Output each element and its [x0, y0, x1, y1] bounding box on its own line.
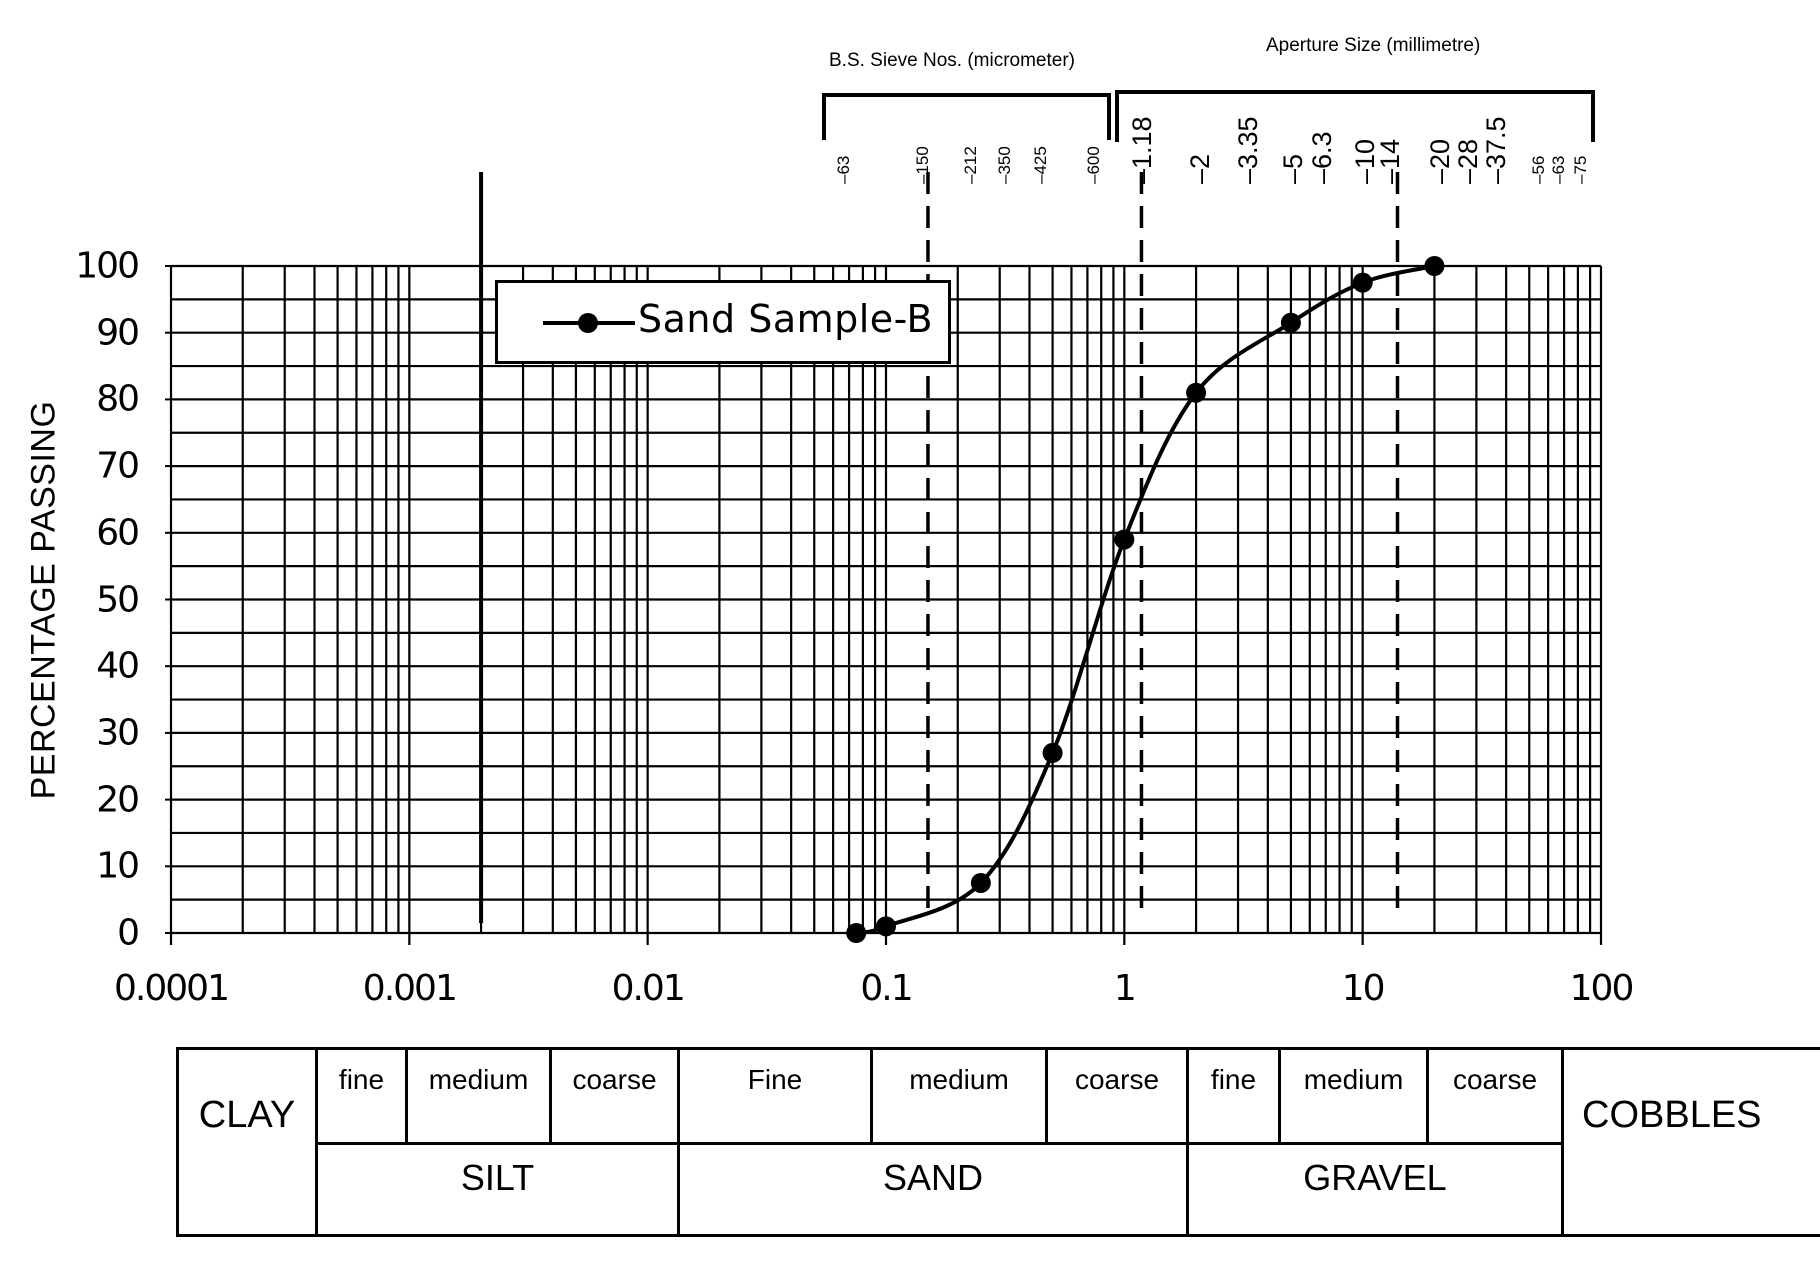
sieve-tick-label: –63 — [833, 155, 853, 184]
y-tick-label: 80 — [96, 378, 140, 420]
silt-medium-cell: medium — [405, 1047, 552, 1145]
soil-classification-table: CLAY fine medium coarse Fine medium coar… — [176, 1047, 1820, 1237]
plot-grid — [165, 172, 1603, 945]
x-tick-label: 100 — [1569, 968, 1635, 1009]
y-tick-label: 30 — [96, 712, 140, 754]
clay-cell: CLAY — [176, 1047, 318, 1237]
gravel-coarse-cell: coarse — [1426, 1047, 1564, 1145]
aperture-title: Aperture Size (millimetre) — [1266, 35, 1481, 56]
sieve-tick-label: –212 — [960, 146, 980, 184]
legend: Sand Sample-B — [495, 280, 951, 364]
aperture-tick-label: –1.18 — [1126, 116, 1157, 184]
y-tick-label: 100 — [75, 245, 140, 287]
aperture-tick-label: –2 — [1184, 153, 1215, 184]
aperture-tick-label: –3.35 — [1232, 116, 1263, 184]
sieve-brackets — [822, 90, 1595, 142]
y-tick-label: 60 — [96, 512, 140, 554]
silt-cell: SILT — [315, 1142, 680, 1237]
sieve-title: B.S. Sieve Nos. (micrometer) — [829, 50, 1075, 71]
gravel-cell: GRAVEL — [1186, 1142, 1564, 1237]
legend-marker-icon — [578, 313, 598, 333]
aperture-tick-label: –56 — [1528, 155, 1548, 184]
aperture-tick-label: –28 — [1452, 138, 1483, 184]
x-tick-label: 0.001 — [362, 968, 458, 1009]
sand-fine-cell: Fine — [677, 1047, 873, 1145]
aperture-tick-label: –20 — [1424, 138, 1455, 184]
y-tick-label: 50 — [96, 579, 140, 620]
x-tick-label: 0.1 — [860, 968, 913, 1009]
y-tick-label: 70 — [96, 445, 140, 487]
gravel-medium-cell: medium — [1278, 1047, 1429, 1145]
x-tick-label: 0.01 — [611, 968, 686, 1009]
aperture-tick-label: –5 — [1277, 153, 1308, 184]
aperture-tick-label: –14 — [1374, 138, 1405, 184]
sand-coarse-cell: coarse — [1045, 1047, 1189, 1145]
aperture-tick-label: –63 — [1548, 155, 1568, 184]
x-tick-label: 1 — [1113, 968, 1137, 1009]
silt-fine-cell: fine — [315, 1047, 408, 1145]
cobbles-cell: COBBLES — [1561, 1047, 1820, 1237]
sieve-tick-label: –600 — [1083, 146, 1103, 184]
aperture-tick-label: –37.5 — [1480, 116, 1511, 184]
y-tick-label: 20 — [96, 779, 140, 821]
y-tick-label: 10 — [96, 845, 140, 887]
y-tick-label: 90 — [96, 312, 140, 354]
series-sand-sample-b — [846, 256, 1445, 943]
sieve-tick-label: –350 — [994, 146, 1014, 184]
silt-coarse-cell: coarse — [549, 1047, 680, 1145]
sand-cell: SAND — [677, 1142, 1189, 1237]
sand-medium-cell: medium — [870, 1047, 1048, 1145]
aperture-tick-label: –75 — [1570, 155, 1590, 184]
x-tick-label: 0.0001 — [114, 968, 230, 1009]
sieve-tick-label: –425 — [1030, 146, 1050, 184]
y-tick-label: 0 — [117, 912, 140, 954]
aperture-tick-label: –6.3 — [1306, 131, 1337, 184]
gravel-fine-cell: fine — [1186, 1047, 1281, 1145]
legend-label: Sand Sample-B — [638, 297, 934, 341]
sieve-tick-label: –150 — [912, 146, 932, 184]
x-tick-label: 10 — [1341, 968, 1386, 1009]
y-tick-label: 40 — [96, 645, 140, 687]
